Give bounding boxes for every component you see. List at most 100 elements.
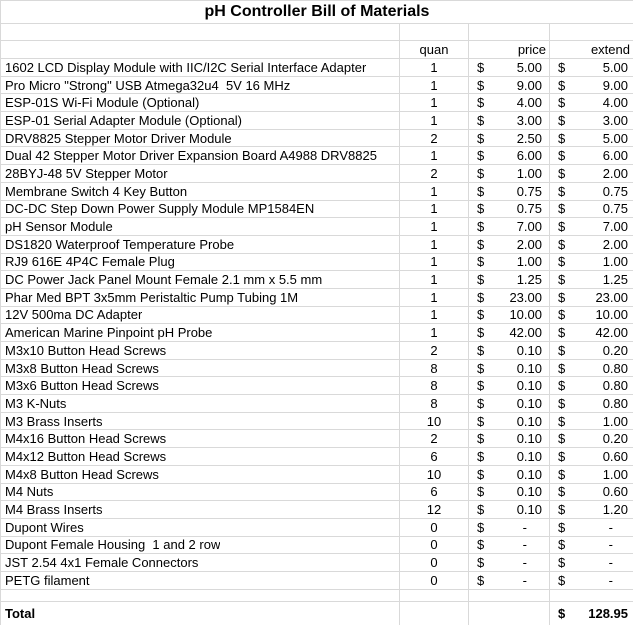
price-cell[interactable]: $ 2.50 — [469, 129, 550, 147]
extend-cell[interactable]: $ 1.25 — [550, 271, 633, 288]
item-name-cell[interactable]: M3 Brass Inserts — [1, 412, 400, 430]
extend-cell[interactable]: $ - — [550, 554, 633, 571]
quantity-cell[interactable]: 10 — [400, 412, 469, 430]
quantity-cell[interactable]: 1 — [400, 112, 469, 129]
extend-cell[interactable]: $ 0.80 — [550, 377, 633, 394]
quantity-cell[interactable]: 1 — [400, 94, 469, 112]
price-cell[interactable]: $ 0.10 — [469, 483, 550, 501]
quantity-cell[interactable]: 6 — [400, 448, 469, 465]
price-cell[interactable]: $ 5.00 — [469, 59, 550, 76]
blank-cell[interactable] — [469, 589, 550, 601]
blank-cell[interactable] — [469, 24, 550, 40]
quantity-cell[interactable]: 0 — [400, 518, 469, 536]
quantity-cell[interactable]: 2 — [400, 342, 469, 359]
table-row[interactable]: 12V 500ma DC Adapter 1 $ 10.00 $ 10.00 — [1, 306, 633, 325]
extend-cell[interactable]: $ 0.75 — [550, 201, 633, 218]
table-row[interactable]: M4x8 Button Head Screws 10 $ 0.10 $ 1.00 — [1, 465, 633, 484]
item-name-cell[interactable]: Membrane Switch 4 Key Button — [1, 182, 400, 200]
blank-cell[interactable] — [1, 589, 400, 601]
item-name-cell[interactable]: 1602 LCD Display Module with IIC/I2C Ser… — [1, 59, 400, 76]
price-cell[interactable]: $ 1.00 — [469, 165, 550, 182]
blank-row[interactable] — [1, 589, 633, 602]
quantity-cell[interactable]: 1 — [400, 324, 469, 341]
price-cell[interactable]: $ 0.10 — [469, 465, 550, 483]
table-row[interactable]: M4 Nuts 6 $ 0.10 $ 0.60 — [1, 483, 633, 502]
item-name-cell[interactable]: ESP-01S Wi-Fi Module (Optional) — [1, 94, 400, 112]
item-name-cell[interactable]: 28BYJ-48 5V Stepper Motor — [1, 165, 400, 182]
item-name-cell[interactable]: M3x10 Button Head Screws — [1, 342, 400, 359]
table-row[interactable]: American Marine Pinpoint pH Probe 1 $ 42… — [1, 324, 633, 342]
extend-cell[interactable]: $ 0.80 — [550, 395, 633, 412]
table-row[interactable]: M3x10 Button Head Screws 2 $ 0.10 $ 0.20 — [1, 342, 633, 360]
quantity-cell[interactable]: 0 — [400, 571, 469, 589]
extend-cell[interactable]: $ 7.00 — [550, 218, 633, 235]
item-name-cell[interactable]: M4 Nuts — [1, 483, 400, 501]
table-row[interactable]: ESP-01 Serial Adapter Module (Optional) … — [1, 112, 633, 130]
table-row[interactable]: pH Sensor Module 1 $ 7.00 $ 7.00 — [1, 218, 633, 236]
quantity-cell[interactable]: 1 — [400, 76, 469, 94]
extend-cell[interactable]: $ 23.00 — [550, 289, 633, 306]
price-cell[interactable]: $ 42.00 — [469, 324, 550, 341]
price-cell[interactable]: $ 0.10 — [469, 412, 550, 430]
table-row[interactable]: ESP-01S Wi-Fi Module (Optional) 1 $ 4.00… — [1, 94, 633, 113]
extend-cell[interactable]: $ 1.00 — [550, 413, 633, 430]
price-cell[interactable]: $ 0.10 — [469, 377, 550, 395]
blank-cell[interactable] — [550, 24, 633, 40]
total-quan-cell[interactable] — [400, 601, 469, 625]
price-cell[interactable]: $ - — [469, 518, 550, 536]
price-cell[interactable]: $ - — [469, 554, 550, 571]
table-row[interactable]: Dupont Wires 0 $ - $ - — [1, 518, 633, 537]
extend-cell[interactable]: $ 0.20 — [550, 430, 633, 447]
item-name-cell[interactable]: American Marine Pinpoint pH Probe — [1, 324, 400, 341]
quantity-cell[interactable]: 0 — [400, 536, 469, 554]
quantity-cell[interactable]: 1 — [400, 271, 469, 288]
table-row[interactable]: DS1820 Waterproof Temperature Probe 1 $ … — [1, 235, 633, 254]
item-name-cell[interactable]: Dual 42 Stepper Motor Driver Expansion B… — [1, 147, 400, 165]
price-cell[interactable]: $ 1.25 — [469, 271, 550, 288]
table-row[interactable]: Pro Micro "Strong" USB Atmega32u4 5V 16 … — [1, 76, 633, 95]
item-name-cell[interactable]: 12V 500ma DC Adapter — [1, 306, 400, 324]
quantity-cell[interactable]: 1 — [400, 200, 469, 218]
quantity-cell[interactable]: 1 — [400, 218, 469, 235]
price-cell[interactable]: $ 4.00 — [469, 94, 550, 112]
total-extend-cell[interactable]: $ 128.95 — [550, 602, 633, 625]
table-row[interactable]: M4x12 Button Head Screws 6 $ 0.10 $ 0.60 — [1, 448, 633, 466]
item-name-cell[interactable]: pH Sensor Module — [1, 218, 400, 235]
extend-cell[interactable]: $ 10.00 — [550, 307, 633, 324]
table-row[interactable]: Phar Med BPT 3x5mm Peristaltic Pump Tubi… — [1, 288, 633, 307]
table-row[interactable]: RJ9 616E 4P4C Female Plug 1 $ 1.00 $ 1.0… — [1, 253, 633, 272]
table-row[interactable]: Membrane Switch 4 Key Button 1 $ 0.75 $ … — [1, 182, 633, 201]
price-cell[interactable]: $ 0.75 — [469, 200, 550, 218]
blank-cell[interactable] — [400, 24, 469, 40]
quantity-cell[interactable]: 1 — [400, 59, 469, 76]
table-row[interactable]: JST 2.54 4x1 Female Connectors 0 $ - $ - — [1, 554, 633, 572]
price-cell[interactable]: $ - — [469, 571, 550, 589]
table-row[interactable]: DRV8825 Stepper Motor Driver Module 2 $ … — [1, 129, 633, 148]
quantity-cell[interactable]: 12 — [400, 501, 469, 518]
extend-cell[interactable]: $ 2.00 — [550, 236, 633, 253]
title-row[interactable]: pH Controller Bill of Materials — [1, 1, 633, 24]
quantity-cell[interactable]: 1 — [400, 253, 469, 271]
item-name-cell[interactable]: Phar Med BPT 3x5mm Peristaltic Pump Tubi… — [1, 288, 400, 306]
table-row[interactable]: M3x8 Button Head Screws 8 $ 0.10 $ 0.80 — [1, 359, 633, 378]
quantity-cell[interactable]: 0 — [400, 554, 469, 571]
item-name-cell[interactable]: JST 2.54 4x1 Female Connectors — [1, 554, 400, 571]
extend-cell[interactable]: $ - — [550, 519, 633, 536]
extend-cell[interactable]: $ 0.20 — [550, 342, 633, 359]
extend-cell[interactable]: $ 42.00 — [550, 324, 633, 341]
item-name-cell[interactable]: M4x16 Button Head Screws — [1, 430, 400, 448]
price-cell[interactable]: $ 1.00 — [469, 253, 550, 271]
price-cell[interactable]: $ 0.75 — [469, 182, 550, 200]
quantity-cell[interactable]: 1 — [400, 235, 469, 253]
price-cell[interactable]: $ 3.00 — [469, 112, 550, 129]
item-name-cell[interactable]: M3x8 Button Head Screws — [1, 359, 400, 377]
price-cell[interactable]: $ 0.10 — [469, 342, 550, 359]
item-name-cell[interactable]: Dupont Wires — [1, 518, 400, 536]
item-name-cell[interactable]: M4x12 Button Head Screws — [1, 448, 400, 465]
table-row[interactable]: 1602 LCD Display Module with IIC/I2C Ser… — [1, 59, 633, 77]
extend-cell[interactable]: $ 4.00 — [550, 94, 633, 111]
table-row[interactable]: PETG filament 0 $ - $ - — [1, 571, 633, 590]
price-cell[interactable]: $ 0.10 — [469, 395, 550, 412]
extend-cell[interactable]: $ 2.00 — [550, 165, 633, 182]
item-name-cell[interactable]: DC-DC Step Down Power Supply Module MP15… — [1, 200, 400, 218]
